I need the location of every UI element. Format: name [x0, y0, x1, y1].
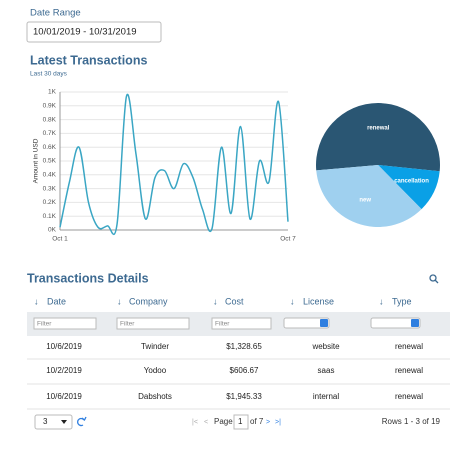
page-size: 3 — [43, 417, 48, 426]
y-tick-label: 0.4K — [43, 172, 57, 179]
y-tick-label: 0.3K — [43, 185, 57, 192]
cell: Twinder — [141, 342, 169, 351]
cell: $1,945.33 — [226, 392, 262, 401]
cell: Dabshots — [138, 392, 172, 401]
sort-arrow[interactable]: ↓ — [213, 296, 218, 306]
y-tick-label: 0.8K — [43, 116, 57, 123]
sort-arrow[interactable]: ↓ — [34, 296, 39, 306]
cell: 10/2/2019 — [46, 366, 82, 375]
y-axis-label: Amount in USD — [33, 138, 40, 183]
slice-label: renewal — [367, 125, 390, 131]
sort-arrow[interactable]: ↓ — [379, 296, 384, 306]
prev-page[interactable]: < — [204, 419, 208, 426]
x-tick-label: Oct 7 — [280, 236, 296, 243]
search-icon[interactable] — [429, 274, 439, 284]
cell: renewal — [395, 342, 423, 351]
slice-label: new — [359, 197, 371, 203]
cell: internal — [313, 392, 339, 401]
sort-arrow[interactable]: ↓ — [117, 296, 122, 306]
x-tick-label: Oct 1 — [52, 236, 68, 243]
header[interactable]: Date — [47, 296, 66, 306]
cell: $606.67 — [230, 366, 259, 375]
line-chart: 0K 0.1K 0.2K 0.3K 0.4K 0.5K 0.6K 0.7K 0.8K 0.9K 1K… — [43, 89, 297, 243]
refresh-icon[interactable] — [77, 416, 87, 427]
placeholder: Filter — [37, 321, 52, 328]
filter-input[interactable] — [116, 317, 190, 330]
placeholder: Filter — [120, 321, 135, 328]
date-input[interactable] — [26, 21, 162, 43]
header[interactable]: Company — [129, 296, 168, 306]
y-tick-label: 0.7K — [43, 130, 57, 137]
placeholder: Filter — [215, 321, 230, 328]
y-tick-label: 0.6K — [43, 144, 57, 151]
y-tick-label: 0.5K — [43, 158, 57, 165]
page-input[interactable] — [233, 414, 249, 430]
y-tick-label: 1K — [48, 89, 57, 96]
select-arrow — [61, 420, 67, 424]
date-range-label: Date Range — [30, 8, 81, 19]
pie-slice — [316, 103, 441, 172]
cell: renewal — [395, 366, 423, 375]
page-count: of 7 — [250, 417, 264, 426]
cell: renewal — [395, 392, 423, 401]
y-tick-label: 0.1K — [43, 213, 57, 220]
y-tick-label: 0.9K — [43, 103, 57, 110]
sort-arrow[interactable]: ↓ — [290, 296, 295, 306]
cell: 10/6/2019 — [46, 342, 82, 351]
cell: website — [311, 342, 340, 351]
cell: $1,328.65 — [226, 342, 262, 351]
y-tick-label: 0K — [48, 227, 57, 234]
date-value: 10/01/2019 - 10/31/2019 — [33, 27, 137, 38]
header[interactable]: Type — [392, 296, 412, 306]
table-title: Transactions Details — [27, 271, 149, 285]
select-arrow — [320, 319, 328, 327]
header[interactable]: License — [303, 296, 334, 306]
pie-slice — [378, 165, 440, 210]
chart-subtitle: Last 30 days — [30, 71, 68, 78]
y-tick-label: 0.2K — [43, 199, 57, 206]
filter-select[interactable] — [370, 317, 421, 329]
page-size-select[interactable] — [34, 414, 73, 430]
page-number: 1 — [238, 417, 243, 426]
cell: 10/6/2019 — [46, 392, 82, 401]
last-page[interactable]: >| — [275, 419, 281, 426]
header[interactable]: Cost — [225, 296, 244, 306]
filter-input[interactable] — [33, 317, 97, 330]
slice-label: cancellation — [394, 179, 429, 185]
table-body: 10/6/2019 Twinder $1,328.65 website renewal … — [27, 342, 450, 410]
filter-select[interactable] — [283, 317, 330, 329]
filter-input[interactable] — [211, 317, 272, 330]
next-page[interactable]: > — [266, 419, 270, 426]
select-arrow — [411, 319, 419, 327]
pie-slice — [316, 165, 422, 227]
cell: Yodoo — [144, 366, 167, 375]
page-label: Page — [214, 417, 233, 426]
first-page[interactable]: |< — [192, 419, 198, 426]
line — [59, 93, 289, 236]
rows-info: Rows 1 - 3 of 19 — [382, 417, 441, 426]
pie-chart: renewal cancellation new — [316, 103, 441, 227]
cell: saas — [318, 366, 335, 375]
chart-title: Latest Transactions — [30, 53, 147, 67]
